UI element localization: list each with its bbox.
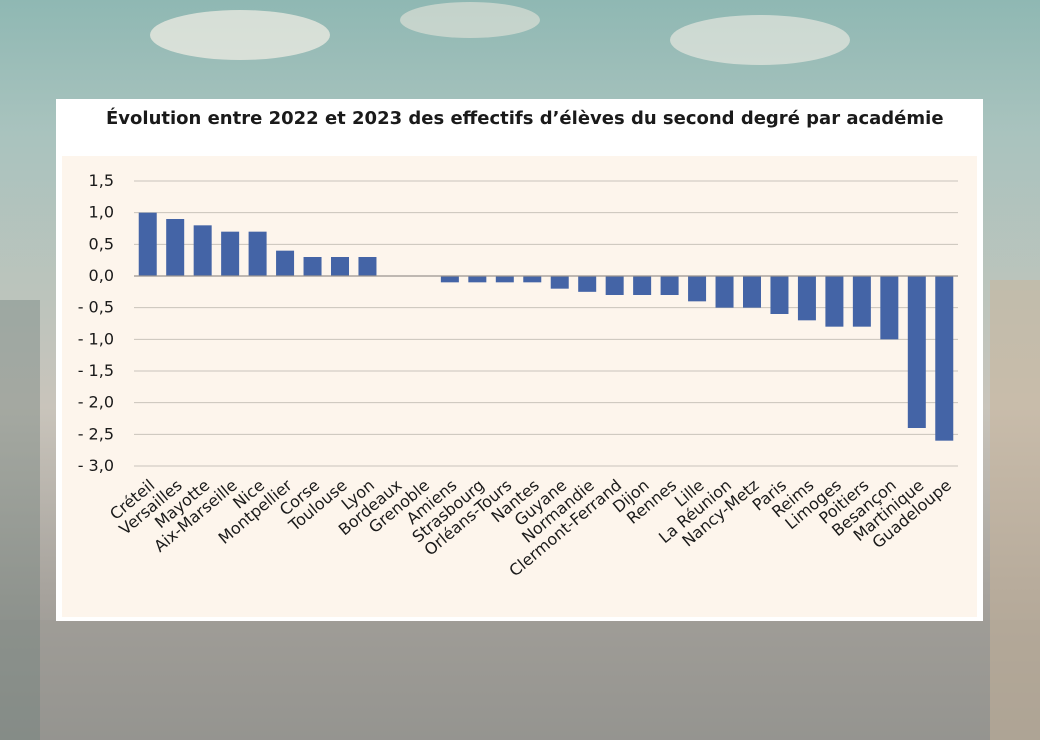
bar — [523, 276, 542, 283]
bar — [550, 276, 569, 289]
bar — [221, 231, 240, 276]
plot-area-background — [62, 156, 977, 617]
bar — [825, 276, 844, 327]
bar — [303, 257, 322, 276]
bar — [797, 276, 816, 321]
bar — [578, 276, 597, 292]
y-tick-label: - 2,5 — [78, 424, 114, 443]
bar — [468, 276, 487, 283]
bar — [743, 276, 761, 308]
bar — [605, 276, 624, 295]
bar — [770, 276, 789, 314]
bar — [880, 276, 899, 340]
bar — [688, 276, 707, 302]
bar — [935, 276, 954, 441]
bar — [166, 219, 185, 276]
bar — [138, 212, 157, 276]
bar — [715, 276, 734, 308]
bar — [331, 257, 349, 276]
x-axis-labels: CréteilVersaillesMayotteAix-MarseilleNic… — [106, 475, 955, 580]
bar — [276, 250, 295, 276]
bar — [852, 276, 871, 327]
y-tick-label: - 3,0 — [78, 456, 114, 475]
bar — [193, 225, 212, 276]
gridlines — [134, 180, 958, 467]
y-tick-label: 0,5 — [89, 234, 114, 253]
y-axis-ticks: 1,5 1,0 0,5 0,0 - 0,5 - 1,0 - 1,5 - 2,0 - 2,5 - 3… — [78, 171, 114, 475]
bars — [138, 212, 954, 441]
bar — [495, 276, 514, 283]
bar — [633, 276, 652, 295]
y-tick-label: 1,0 — [89, 203, 114, 222]
chart-card: Évolution entre 2022 et 2023 des effecti… — [56, 99, 983, 621]
bar — [440, 276, 459, 283]
bar — [248, 231, 267, 276]
bar — [660, 276, 679, 295]
y-tick-label: 1,5 — [89, 171, 114, 190]
y-tick-label: - 1,0 — [78, 329, 114, 348]
bar-chart: 1,5 1,0 0,5 0,0 - 0,5 - 1,0 - 1,5 - 2,0 - 2,5 - 3… — [78, 171, 958, 580]
bar — [907, 276, 926, 428]
bar — [358, 257, 377, 276]
y-tick-label: - 0,5 — [78, 298, 114, 317]
y-tick-label: - 1,5 — [78, 361, 114, 380]
chart-title: Évolution entre 2022 et 2023 des effecti… — [106, 108, 944, 129]
y-tick-label: - 2,0 — [78, 393, 114, 412]
y-tick-label: 0,0 — [89, 266, 114, 285]
